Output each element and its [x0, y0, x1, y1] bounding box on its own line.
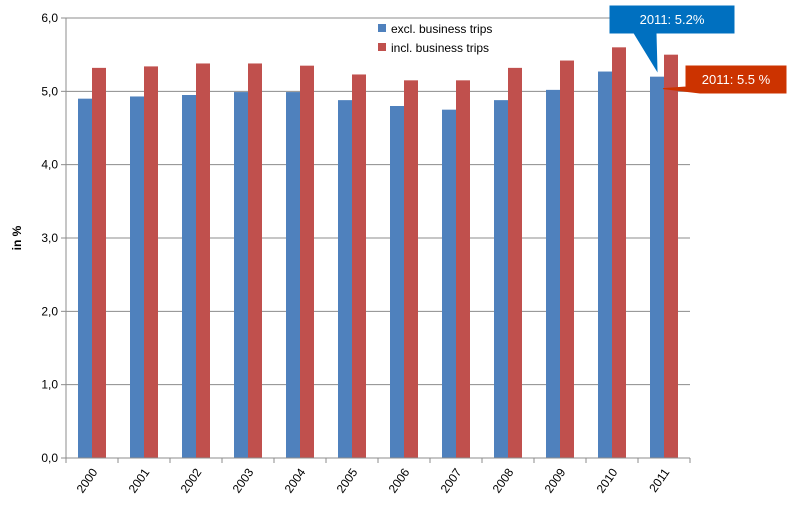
x-tick-label: 2006: [386, 465, 413, 495]
bar-excl-2003: [234, 92, 248, 459]
bar-excl-2011: [650, 76, 664, 459]
bar-incl-2011: [664, 54, 678, 459]
axes: [65, 18, 691, 463]
bar-incl-2009: [560, 60, 574, 459]
bar-excl-2004: [286, 92, 300, 459]
callout-bubble: [609, 5, 735, 73]
x-tick-label: 2001: [126, 465, 153, 495]
callout-label: 2011: 5.2%: [640, 12, 705, 27]
y-tick-labels: 0,0 1,0 2,0 3,0 4,0 5,0 6,0: [41, 11, 58, 465]
bar-incl-2004: [300, 65, 314, 459]
y-tick-label: 1,0: [41, 378, 58, 392]
bar-incl-2001: [144, 66, 158, 459]
bar-incl-2002: [196, 63, 210, 458]
callouts: 2011: 5.2% 2011: 5.5 %: [609, 5, 787, 94]
bar-incl-2000: [92, 67, 106, 458]
callout-bubble: [662, 65, 787, 94]
x-tick-label: 2004: [282, 465, 309, 495]
bar-excl-2008: [494, 100, 508, 458]
legend-label: excl. business trips: [391, 22, 492, 36]
y-tick-label: 0,0: [41, 451, 58, 465]
bar-excl-2000: [78, 98, 92, 459]
bar-excl-2009: [546, 89, 560, 458]
legend-swatch: [378, 43, 386, 51]
y-tick-label: 6,0: [41, 11, 58, 25]
legend-label: incl. business trips: [391, 41, 489, 55]
y-tick-label: 5,0: [41, 84, 58, 98]
y-tick-label: 3,0: [41, 231, 58, 245]
bar-incl-2007: [456, 80, 470, 458]
bar-excl-2006: [390, 106, 404, 458]
x-tick-label: 2009: [542, 465, 569, 495]
bar-excl-2005: [338, 100, 352, 458]
bar-excl-2010: [598, 71, 612, 459]
gridlines: [61, 17, 690, 459]
y-tick-label: 2,0: [41, 304, 58, 318]
legend: excl. business trips incl. business trips: [378, 22, 492, 55]
x-tick-label: 2011: [646, 465, 672, 494]
bar-excl-2001: [130, 96, 144, 458]
x-tick-label: 2000: [74, 465, 101, 495]
x-tick-label: 2002: [178, 465, 205, 495]
x-tick-label: 2010: [594, 465, 621, 495]
bar-incl-2006: [404, 80, 418, 458]
x-tick-label: 2005: [334, 465, 361, 495]
x-tick-label: 2003: [230, 465, 257, 495]
callout-label: 2011: 5.5 %: [702, 72, 771, 87]
bar-incl-2005: [352, 74, 366, 458]
bar-excl-2007: [442, 109, 456, 459]
legend-swatch: [378, 24, 386, 32]
x-tick-labels: 2000 2001 2002 2003 2004 2005 2006 2007 2008 2009…: [74, 465, 673, 495]
bar-incl-2003: [248, 63, 262, 458]
bar-incl-2010: [612, 47, 626, 458]
bar-incl-2008: [508, 67, 522, 458]
bars: [78, 47, 678, 459]
y-tick-label: 4,0: [41, 158, 58, 172]
x-tick-label: 2007: [438, 465, 465, 495]
bar-excl-2002: [182, 95, 196, 458]
y-axis-label: in %: [10, 225, 24, 250]
x-tick-label: 2008: [490, 465, 517, 495]
